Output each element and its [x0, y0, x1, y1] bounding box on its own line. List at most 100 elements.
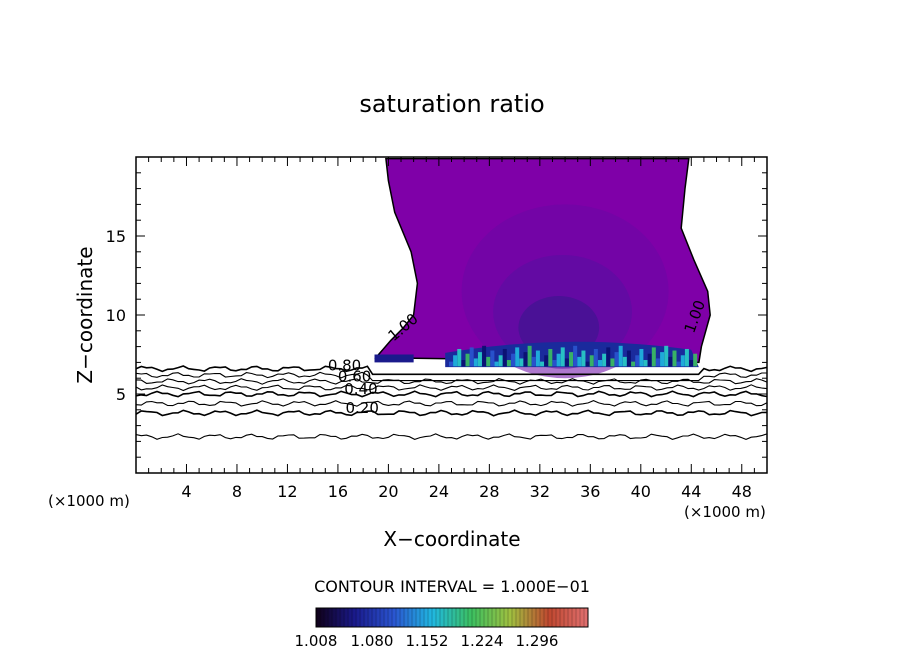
x-tick-label: 20: [378, 482, 398, 501]
cloud-base-cell: [660, 352, 665, 367]
cloud-base-cell: [680, 355, 685, 367]
colorbar-gradient: [315, 607, 589, 628]
cloud-base-cell: [577, 356, 582, 367]
cloud-base-cell: [606, 347, 611, 367]
cloud-base-cell: [506, 360, 511, 367]
cloud-base-cell: [597, 360, 602, 367]
cloud-base-cell: [668, 356, 673, 367]
x-tick-label: 12: [277, 482, 297, 501]
contour-lines: [135, 365, 768, 440]
cloud-base-cell: [655, 358, 660, 367]
cloud-base-cell: [556, 353, 561, 367]
cloud-base-cell: [664, 345, 669, 367]
x-tick-label: 32: [530, 482, 550, 501]
contour-line-0_80: [135, 365, 768, 376]
contour-label: 0.60: [338, 367, 371, 385]
cloud-base-cell: [635, 355, 640, 367]
colorbar-tick-label: 1.008: [295, 632, 338, 650]
cloud-base-cell: [540, 361, 545, 367]
cloud-base-cell: [573, 345, 578, 367]
cloud-base-cell: [465, 353, 470, 367]
cloud-base-cell: [560, 347, 565, 367]
cloud-base-cell: [651, 347, 656, 367]
x-tick-label: 16: [328, 482, 348, 501]
cloud-base-cell: [589, 355, 594, 367]
chart-title: saturation ratio: [359, 90, 544, 118]
cloud-base-cell: [469, 347, 474, 367]
cloud-base-cell: [548, 348, 553, 367]
cloud-base-cell: [527, 345, 532, 367]
cloud-base-cell: [614, 352, 619, 367]
cloud-base-cell: [684, 348, 689, 367]
colorbar-tick-label: 1.152: [406, 632, 449, 650]
cloud-base-cell: [564, 358, 569, 367]
cloud-base-cell: [531, 356, 536, 367]
cloud-base-cell: [593, 348, 598, 367]
x-unit-label-left: (×1000 m): [48, 492, 130, 510]
y-tick-label: 5: [116, 385, 126, 404]
cloud-base-cell: [647, 353, 652, 367]
cloud-base-cell: [569, 352, 574, 367]
contour-line-0_40: [135, 390, 768, 398]
cloud-edge-left: [374, 354, 414, 363]
y-tick-label: 10: [106, 306, 126, 325]
x-tick-label: 4: [181, 482, 191, 501]
cloud-base-cell: [610, 358, 615, 367]
y-axis-label: Z−coordinate: [73, 246, 97, 383]
x-tick-label: 48: [732, 482, 752, 501]
colorbar: 1.008 1.080 1.152 1.224 1.296: [295, 607, 589, 650]
y-tick-label: 15: [106, 227, 126, 246]
cloud-base-cell: [672, 350, 677, 367]
x-unit-label-right: (×1000 m): [684, 503, 766, 521]
contour-line-0_50: [135, 384, 768, 392]
cloud-base-cell: [626, 350, 631, 367]
cloud-base-cell: [490, 350, 495, 367]
x-tick-label: 36: [580, 482, 600, 501]
cloud-base-cell: [622, 356, 627, 367]
contour-label: 0.40: [344, 380, 377, 398]
cloud-base-cell: [693, 353, 698, 367]
cloud-base-cell: [544, 355, 549, 367]
cloud-base-cell: [552, 360, 557, 367]
cloud-base-cell: [477, 352, 482, 367]
x-tick-label: 40: [631, 482, 651, 501]
contour-line-0_30: [135, 399, 768, 407]
cloud-base-cell: [473, 358, 478, 367]
contour-label: 0.20: [345, 399, 378, 417]
cloud-base-cell: [448, 361, 453, 367]
cloud-base-cell: [519, 358, 524, 367]
cloud-base-cell: [689, 360, 694, 367]
plot-area: [374, 157, 711, 379]
cloud-base-cell: [457, 348, 462, 367]
contour-line-0_70: [135, 371, 767, 382]
cloud-base-cell: [515, 347, 520, 367]
cloud-base-cell: [585, 361, 590, 367]
cloud-base-cell: [602, 353, 607, 367]
contour-line-0_10: [135, 433, 768, 440]
contour-label: 0.80: [328, 356, 361, 374]
colorbar-tick-label: 1.080: [351, 632, 394, 650]
cloud-base-cell: [535, 350, 540, 367]
x-tick-label: 24: [429, 482, 449, 501]
cloud-base-cell: [486, 356, 491, 367]
cloud-base-cell: [498, 355, 503, 367]
cloud-base-cell: [453, 355, 458, 367]
cloud-base-cell: [482, 345, 487, 367]
cloud-base-cell: [618, 345, 623, 367]
colorbar-tick-label: 1.296: [516, 632, 559, 650]
cloud-base-cell: [511, 353, 516, 367]
colorbar-tick-label: 1.224: [461, 632, 504, 650]
x-tick-label: 44: [681, 482, 701, 501]
contour-line-0_20: [135, 409, 768, 417]
cloud-base-cell: [581, 350, 586, 367]
contour-line-0_60: [135, 378, 768, 385]
cloud-base-cell: [639, 348, 644, 367]
x-tick-label: 8: [232, 482, 242, 501]
x-tick-label: 28: [479, 482, 499, 501]
cloud-base-cell: [494, 361, 499, 367]
cloud-base-cell: [643, 360, 648, 367]
cloud-base-cell: [461, 360, 466, 367]
